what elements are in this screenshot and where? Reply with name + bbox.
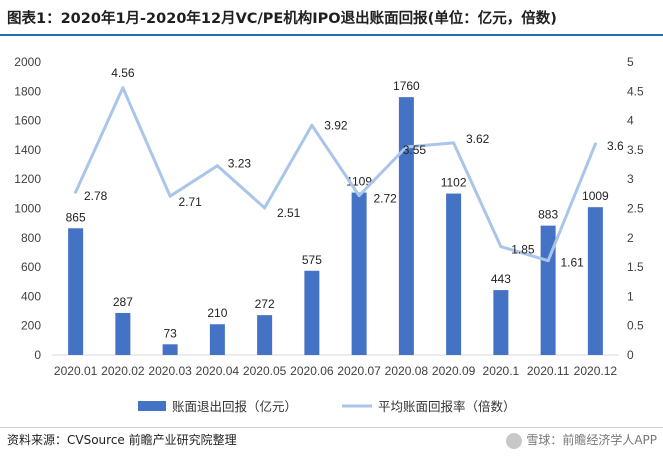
snowball-logo-icon: [506, 432, 523, 449]
line-value-label: 1.61: [560, 256, 584, 270]
line-value-label: 3.23: [228, 157, 252, 171]
y-left-tick-label: 1200: [14, 172, 41, 186]
y-left-tick-label: 400: [21, 289, 41, 303]
line-value-label: 1.85: [511, 243, 535, 257]
line-value-label: 3.62: [466, 132, 490, 146]
bar-value-label: 1760: [393, 79, 420, 93]
bar: [162, 344, 178, 355]
bar: [351, 192, 367, 355]
y-right-tick-label: 4.5: [627, 84, 644, 98]
y-right-tick-label: 0.5: [627, 319, 644, 333]
bar-value-label: 883: [538, 208, 558, 222]
x-tick-label: 2020.05: [243, 364, 287, 378]
line-point: [499, 245, 503, 249]
x-tick-label: 2020.11: [527, 364, 570, 378]
line-value-label: 2.72: [373, 192, 397, 206]
y-left-tick-label: 1000: [14, 202, 41, 216]
y-right-tick-label: 1.5: [627, 260, 644, 274]
y-right-tick-label: 2: [627, 231, 634, 245]
bar: [398, 97, 414, 355]
y-left-tick-label: 1800: [14, 84, 41, 98]
combo-chart: 0 200 400 600 800 1000 1200 1400 1600 1800 2000 0 0.…: [14, 55, 644, 414]
line-point: [168, 194, 172, 198]
y-left-tick-label: 800: [21, 231, 41, 245]
watermark-text: 雪球：前瞻经济学人APP: [526, 433, 657, 447]
footer-divider: [0, 427, 663, 428]
line-point: [263, 206, 267, 210]
bar: [304, 270, 320, 355]
line-value-label: 2.71: [178, 195, 202, 209]
x-tick-label: 2020.07: [337, 364, 381, 378]
bar: [209, 324, 225, 355]
x-tick-label: 2020.08: [385, 364, 429, 378]
x-tick-label: 2020.03: [148, 364, 192, 378]
bar: [587, 207, 603, 355]
bar-value-label: 443: [491, 272, 511, 286]
line-point: [215, 164, 219, 168]
y-left-tick-label: 2000: [14, 55, 41, 69]
bar-value-label: 73: [163, 326, 177, 340]
x-tick-label: 2020.02: [101, 364, 145, 378]
bar-value-label: 575: [302, 253, 322, 267]
legend-label-bar: 账面退出回报（亿元）: [172, 399, 297, 414]
x-tick-label: 2020.06: [290, 364, 334, 378]
bar: [68, 228, 84, 355]
line-point: [546, 259, 550, 263]
line-point: [74, 190, 78, 194]
y-left-tick-label: 1600: [14, 114, 41, 128]
line-value-label: 2.78: [84, 189, 108, 203]
line-value-label: 3.6: [607, 139, 624, 153]
y-right-tick-label: 1: [627, 289, 634, 303]
x-tick-label: 2020.04: [196, 364, 240, 378]
line-value-label: 2.51: [277, 206, 301, 220]
bar-value-label: 1102: [441, 176, 467, 190]
legend-swatch-bar: [138, 401, 166, 411]
bar-value-label: 865: [66, 210, 86, 224]
bar: [115, 312, 131, 355]
y-left-tick-label: 600: [21, 260, 41, 274]
bar-value-label: 287: [113, 295, 133, 309]
legend-label-line: 平均账面回报率（倍数）: [378, 399, 516, 414]
line-point: [452, 141, 456, 145]
line-point: [121, 86, 125, 90]
y-right-tick-label: 4: [627, 114, 634, 128]
line-point: [310, 123, 314, 127]
line-point: [404, 145, 408, 149]
bar-value-label: 272: [255, 297, 275, 311]
y-right-tick-label: 3.5: [627, 143, 644, 157]
y-left-tick-label: 1400: [14, 143, 41, 157]
x-tick-label: 2020.12: [574, 364, 618, 378]
bar: [446, 193, 462, 355]
y-left-tick-label: 0: [34, 348, 41, 362]
chart-title: 图表1：2020年1月-2020年12月VC/PE机构IPO退出账面回报(单位：…: [7, 11, 557, 27]
y-left-tick-label: 200: [21, 319, 41, 333]
x-tick-label: 2020.1: [483, 364, 520, 378]
y-right-tick-label: 3: [627, 172, 634, 186]
line-series: [74, 86, 597, 263]
y-right-tick-label: 0: [627, 348, 634, 362]
bar-value-label: 210: [207, 306, 227, 320]
watermark: 雪球：前瞻经济学人APP: [506, 430, 657, 450]
line-value-label: 4.56: [111, 66, 135, 80]
y-right-tick-label: 5: [627, 55, 634, 69]
x-tick-label: 2020.09: [432, 364, 476, 378]
y-right-tick-label: 2.5: [627, 202, 644, 216]
source-note: 资料来源：CVSource 前瞻产业研究院整理: [7, 433, 237, 447]
bar-value-label: 1009: [582, 189, 609, 203]
bar: [493, 290, 509, 355]
x-tick-label: 2020.01: [54, 364, 98, 378]
title-divider: [0, 34, 663, 36]
line-point: [357, 194, 361, 198]
line-value-label: 3.92: [324, 118, 348, 132]
bar: [257, 315, 273, 355]
line-point: [593, 142, 597, 146]
line-value-label: 3.55: [403, 143, 427, 157]
